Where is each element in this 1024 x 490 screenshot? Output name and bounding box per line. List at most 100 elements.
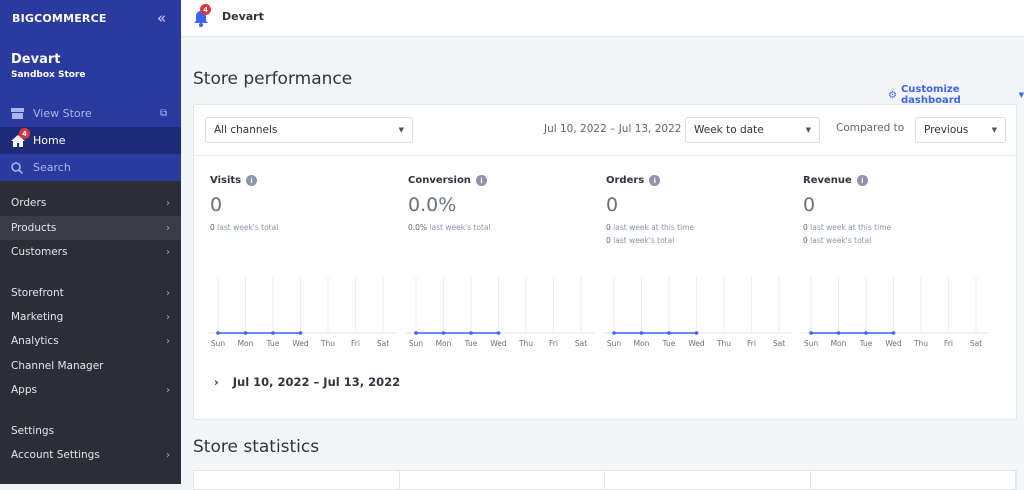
tick-label: Fri — [944, 339, 953, 348]
nav-label: Analytics — [11, 335, 59, 347]
tick-label: Fri — [351, 339, 360, 348]
store-subtitle: Sandbox Store — [11, 70, 86, 80]
metric-revenue: Revenue i 0 0 last week at this time 0 last … — [803, 175, 993, 247]
sidebar-item-home[interactable]: 4 Home — [0, 127, 181, 154]
comparison-value: 0 — [210, 223, 215, 232]
data-point — [809, 331, 813, 335]
tick-label: Wed — [688, 339, 705, 348]
metric-label: Orders i — [606, 175, 796, 186]
comparison-value: 0 — [606, 236, 611, 245]
tick-label: Sat — [377, 339, 389, 348]
nav-label: Products — [11, 222, 57, 234]
comparison-value: 0.0% — [408, 223, 428, 232]
data-point — [469, 331, 473, 335]
collapse-sidebar-icon[interactable]: « — [157, 9, 167, 27]
tick-label: Wed — [292, 339, 309, 348]
sidebar: BIGCOMMERCE « Devart Sandbox Store View … — [0, 0, 181, 484]
search-label: Search — [33, 161, 71, 174]
customize-dashboard-button[interactable]: ⚙ Customize dashboard ▼ — [888, 84, 1024, 106]
tick-label: Sun — [607, 339, 622, 348]
comparison-value: 0 — [606, 223, 611, 232]
channel-select-value: All channels — [214, 124, 278, 136]
compare-select-value: Previous — [924, 124, 969, 136]
chevron-right-icon: › — [166, 449, 170, 461]
metric-label-text: Revenue — [803, 175, 852, 186]
period-select[interactable]: Week to date ▼ — [685, 117, 820, 143]
store-title: Devart — [222, 10, 264, 23]
channel-select[interactable]: All channels ▼ — [205, 117, 413, 143]
nav-label: Apps — [11, 384, 37, 396]
comparison-line: 0 last week's total — [803, 234, 993, 247]
tick-label: Thu — [518, 339, 533, 348]
info-icon[interactable]: i — [649, 175, 661, 186]
nav-label: Marketing — [11, 311, 64, 323]
caret-down-icon: ▼ — [805, 126, 811, 134]
data-point — [271, 331, 275, 335]
caret-down-icon: ▼ — [991, 126, 997, 134]
nav-label: Customers — [11, 246, 68, 258]
home-label: Home — [33, 134, 66, 147]
expand-date-range[interactable]: › Jul 10, 2022 – Jul 13, 2022 — [214, 375, 400, 389]
chevron-right-icon: › — [166, 335, 170, 347]
data-point — [694, 331, 699, 335]
info-icon[interactable]: i — [475, 175, 487, 186]
comparison-line: 0 last week's total — [606, 234, 796, 247]
metric-comparison: 0.0% last week's total — [408, 221, 598, 234]
sidebar-item-orders[interactable]: Orders › — [0, 191, 181, 215]
chart-visits: Sun Mon Tue Wed Thu Fri Sat — [208, 277, 396, 348]
metric-value: 0 — [606, 194, 619, 216]
metric-comparison: 0 last week's total — [210, 221, 400, 234]
tick-label: Wed — [885, 339, 902, 348]
sidebar-item-account-settings[interactable]: Account Settings › — [0, 443, 181, 467]
sidebar-item-analytics[interactable]: Analytics › — [0, 329, 181, 353]
sidebar-item-storefront[interactable]: Storefront › — [0, 281, 181, 305]
data-point — [216, 331, 220, 335]
chart-revenue: Sun Mon Tue Wed Thu Fri Sat — [801, 277, 989, 348]
data-point — [639, 331, 644, 335]
sidebar-item-apps[interactable]: Apps › — [0, 378, 181, 402]
bigcommerce-logo[interactable]: BIGCOMMERCE — [12, 12, 107, 25]
view-store-link[interactable]: View Store ⧉ — [0, 100, 181, 127]
info-icon[interactable]: i — [246, 175, 258, 186]
sidebar-item-marketing[interactable]: Marketing › — [0, 305, 181, 329]
sidebar-item-settings[interactable]: Settings — [0, 419, 181, 443]
tick-label: Tue — [662, 339, 676, 348]
store-statistics-card — [193, 470, 1017, 490]
chevron-right-icon: › — [166, 311, 170, 323]
metric-value: 0 — [803, 194, 816, 216]
nav-label: Account Settings — [11, 449, 100, 461]
tick-label: Sun — [804, 339, 819, 348]
metric-value: 0.0% — [408, 194, 457, 216]
sidebar-item-channel-manager[interactable]: Channel Manager — [0, 354, 181, 378]
tick-label: Tue — [266, 339, 280, 348]
comparison-value: 0 — [803, 236, 808, 245]
tick-label: Mon — [634, 339, 650, 348]
tick-label: Wed — [490, 339, 507, 348]
nav-label: Settings — [11, 425, 55, 437]
chevron-right-icon: › — [166, 222, 170, 234]
filter-bar: All channels ▼ Jul 10, 2022 – Jul 13, 202… — [194, 105, 1016, 156]
tick-label: Thu — [913, 339, 928, 348]
sidebar-item-products[interactable]: Products › — [0, 216, 181, 240]
metric-orders: Orders i 0 0 last week at this time 0 last w… — [606, 175, 796, 247]
chevron-right-icon: › — [214, 375, 219, 389]
comparison-text: last week's total — [613, 236, 675, 245]
data-point — [414, 331, 418, 335]
home-badge: 4 — [19, 128, 30, 139]
chevron-right-icon: › — [166, 287, 170, 299]
data-point — [243, 331, 248, 335]
chevron-right-icon: › — [166, 246, 170, 258]
sidebar-search[interactable]: Search — [0, 154, 181, 181]
comparison-text: last week's total — [810, 236, 872, 245]
metric-value: 0 — [210, 194, 223, 216]
info-icon[interactable]: i — [856, 175, 868, 186]
sidebar-item-customers[interactable]: Customers › — [0, 240, 181, 264]
metric-comparison: 0 last week at this time 0 last week's to… — [606, 221, 796, 247]
notification-badge: 4 — [200, 4, 211, 15]
tick-label: Fri — [747, 339, 756, 348]
chevron-right-icon: › — [166, 384, 170, 396]
compare-select[interactable]: Previous ▼ — [915, 117, 1006, 143]
tick-label: Mon — [831, 339, 847, 348]
page-title: Store performance — [193, 69, 353, 89]
metric-label: Revenue i — [803, 175, 993, 186]
